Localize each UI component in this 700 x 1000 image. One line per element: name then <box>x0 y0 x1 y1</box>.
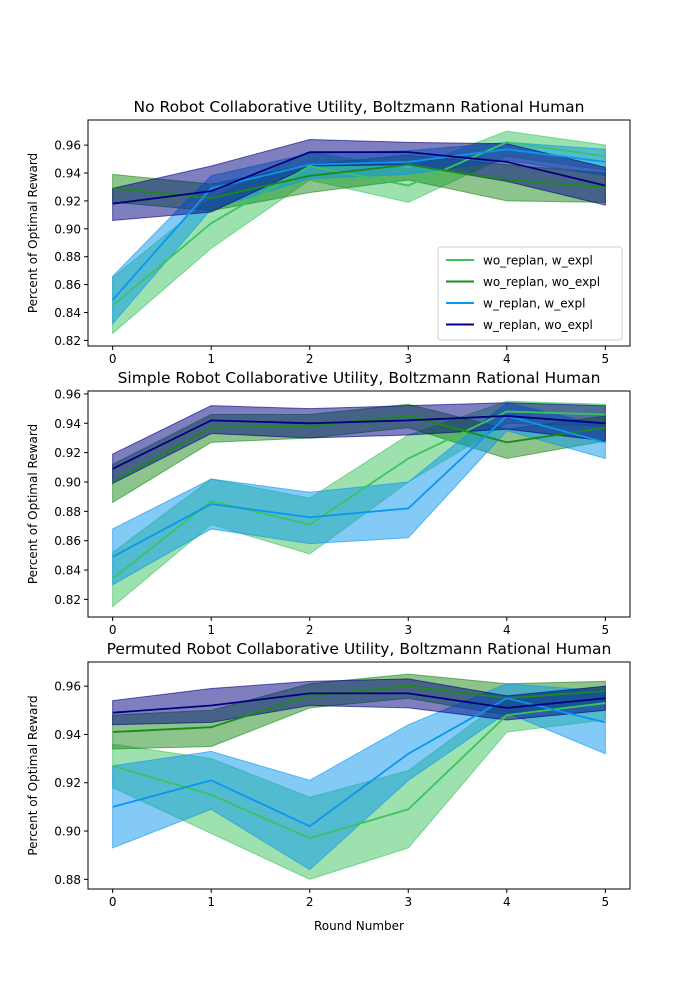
y-tick-label: 0.92 <box>54 446 81 460</box>
y-axis-label: Percent of Optimal Reward <box>26 695 40 855</box>
axes-frame <box>87 119 631 347</box>
x-tick-label: 1 <box>207 623 215 637</box>
x-tick-label: 5 <box>602 895 610 909</box>
y-tick-label: 0.88 <box>54 873 81 887</box>
y-tick-label: 0.96 <box>54 387 81 401</box>
y-tick-label: 0.82 <box>54 334 81 348</box>
legend-label: wo_replan, w_expl <box>483 254 593 268</box>
x-tick-label: 2 <box>306 895 314 909</box>
series-line-1 <box>112 141 606 307</box>
axes-frame <box>87 661 631 890</box>
confidence-band-3 <box>112 683 606 871</box>
y-tick-label: 0.92 <box>54 776 81 790</box>
x-tick-label: 0 <box>109 352 117 366</box>
series-line-3 <box>112 414 606 558</box>
confidence-band-3 <box>112 402 606 586</box>
y-tick-label: 0.90 <box>54 475 81 489</box>
series-line-4 <box>112 151 606 205</box>
series-line-1 <box>112 410 606 580</box>
y-tick-label: 0.90 <box>54 825 81 839</box>
y-tick-label: 0.88 <box>54 505 81 519</box>
legend-box <box>437 246 623 341</box>
y-tick-label: 0.84 <box>54 564 81 578</box>
chart-title: No Robot Collaborative Utility, Boltzman… <box>133 98 584 116</box>
legend-label: wo_replan, wo_expl <box>483 275 600 289</box>
y-tick-label: 0.84 <box>54 306 81 320</box>
series-line-3 <box>111 148 606 301</box>
legend-label: w_replan, w_expl <box>483 297 585 311</box>
y-axis-label: Percent of Optimal Reward <box>26 153 40 313</box>
x-tick-label: 4 <box>503 895 511 909</box>
x-tick-label: 1 <box>207 352 215 366</box>
legend: wo_replan, w_expl wo_replan, wo_expl w_rep… <box>437 246 623 341</box>
y-tick-label: 0.86 <box>54 534 81 548</box>
y-tick-label: 0.94 <box>54 417 81 431</box>
y-tick-label: 0.94 <box>54 728 81 742</box>
chart-panel-2: 0 1 2 3 4 5 0.82 0.84 0.86 0.88 0.90 0.92 0.94 0.96 Si… <box>26 369 631 637</box>
y-tick-label: 0.90 <box>54 222 81 236</box>
chart-panel-3: 0 1 2 3 4 5 0.88 0.90 0.92 0.94 0.96 Permuted Robot… <box>26 640 631 933</box>
y-tick-label: 0.94 <box>54 167 81 181</box>
x-tick-label: 5 <box>602 352 610 366</box>
x-tick-label: 4 <box>503 352 511 366</box>
x-tick-label: 3 <box>404 895 412 909</box>
y-tick-label: 0.92 <box>54 194 81 208</box>
series-line-4 <box>112 692 606 714</box>
series-line-3 <box>112 697 606 828</box>
x-tick-label: 4 <box>503 623 511 637</box>
y-tick-label: 0.88 <box>54 250 81 264</box>
chart-title: Permuted Robot Collaborative Utility, Bo… <box>107 640 612 658</box>
series-line-2 <box>112 163 606 200</box>
x-tick-label: 2 <box>306 623 314 637</box>
chart-panel-1: 0 1 2 3 4 5 0.82 0.84 0.86 0.88 0.90 0.92 0.94 0.96 No… <box>26 98 631 366</box>
x-axis-label: Round Number <box>314 919 404 933</box>
chart-title: Simple Robot Collaborative Utility, Bolt… <box>118 369 601 387</box>
x-tick-label: 0 <box>109 895 117 909</box>
series-line-2 <box>112 685 606 733</box>
x-tick-label: 3 <box>404 623 412 637</box>
series-line-1 <box>112 702 606 840</box>
x-tick-label: 0 <box>109 623 117 637</box>
y-tick-label: 0.82 <box>54 593 81 607</box>
series-line-4 <box>112 415 606 470</box>
y-tick-label: 0.96 <box>54 680 81 694</box>
y-tick-label: 0.96 <box>54 139 81 153</box>
axes-frame <box>87 390 631 618</box>
legend-label: w_replan, wo_expl <box>483 318 593 332</box>
x-tick-label: 3 <box>404 352 412 366</box>
x-tick-label: 1 <box>207 895 215 909</box>
y-axis-label: Percent of Optimal Reward <box>26 424 40 584</box>
x-tick-label: 5 <box>602 623 610 637</box>
y-tick-label: 0.86 <box>54 278 81 292</box>
x-tick-label: 2 <box>306 352 314 366</box>
confidence-band-4 <box>112 678 606 726</box>
